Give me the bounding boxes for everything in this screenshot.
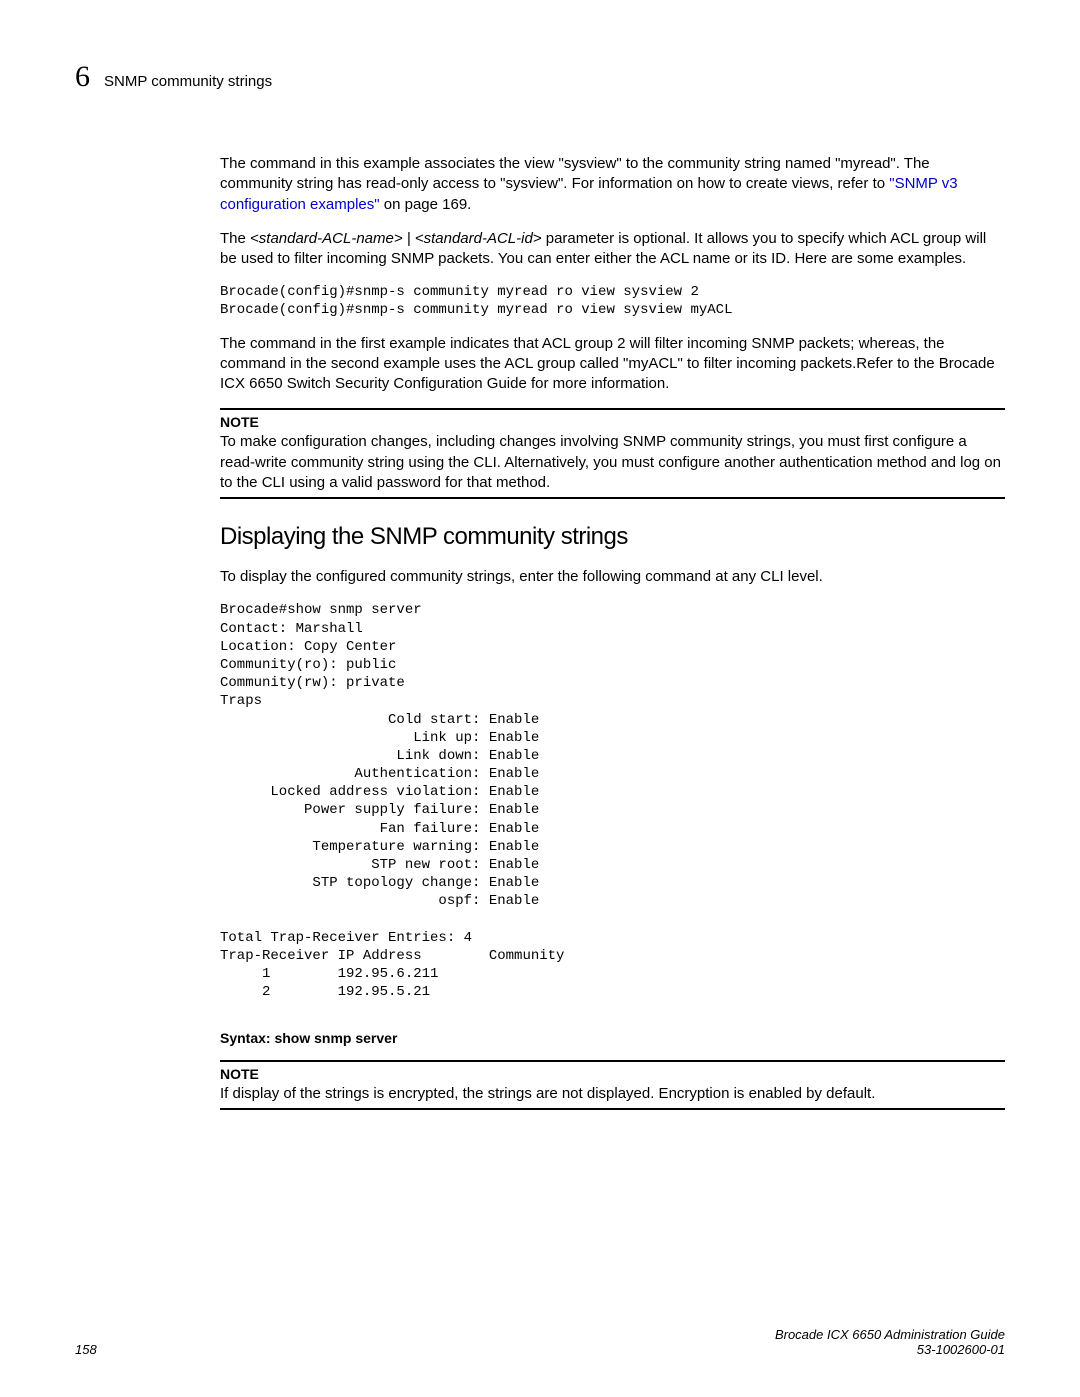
page-header: 6 SNMP community strings: [75, 60, 1005, 94]
guide-title: Brocade ICX 6650 Administration Guide: [775, 1327, 1005, 1342]
doc-number: 53-1002600-01: [775, 1342, 1005, 1357]
chapter-title: SNMP community strings: [104, 73, 272, 90]
main-content: The command in this example associates t…: [220, 154, 1005, 1110]
code-example-2: Brocade#show snmp server Contact: Marsha…: [220, 601, 1005, 1001]
p2-italic: <standard-ACL-name> | <standard-ACL-id>: [250, 230, 542, 247]
chapter-number: 6: [75, 60, 90, 94]
p1-text-1: The command in this example associates t…: [220, 155, 930, 192]
note-2: NOTE If display of the strings is encryp…: [220, 1060, 1005, 1110]
paragraph-1: The command in this example associates t…: [220, 154, 1005, 215]
note-1: NOTE To make configuration changes, incl…: [220, 408, 1005, 499]
p1-text-2: on page 169.: [380, 196, 472, 213]
footer-right: Brocade ICX 6650 Administration Guide 53…: [775, 1327, 1005, 1357]
paragraph-3: The command in the first example indicat…: [220, 334, 1005, 395]
note-1-label: NOTE: [220, 414, 1005, 430]
p2-text-1: The: [220, 230, 250, 247]
paragraph-4: To display the configured community stri…: [220, 567, 1005, 587]
page-number: 158: [75, 1342, 97, 1357]
paragraph-2: The <standard-ACL-name> | <standard-ACL-…: [220, 229, 1005, 270]
syntax-line: Syntax: show snmp server: [220, 1030, 1005, 1046]
note-1-text: To make configuration changes, including…: [220, 432, 1005, 493]
page-footer: 158 Brocade ICX 6650 Administration Guid…: [75, 1327, 1005, 1357]
note-2-label: NOTE: [220, 1066, 1005, 1082]
note-2-text: If display of the strings is encrypted, …: [220, 1084, 1005, 1104]
code-example-1: Brocade(config)#snmp-s community myread …: [220, 283, 1005, 319]
section-heading: Displaying the SNMP community strings: [220, 523, 1005, 551]
